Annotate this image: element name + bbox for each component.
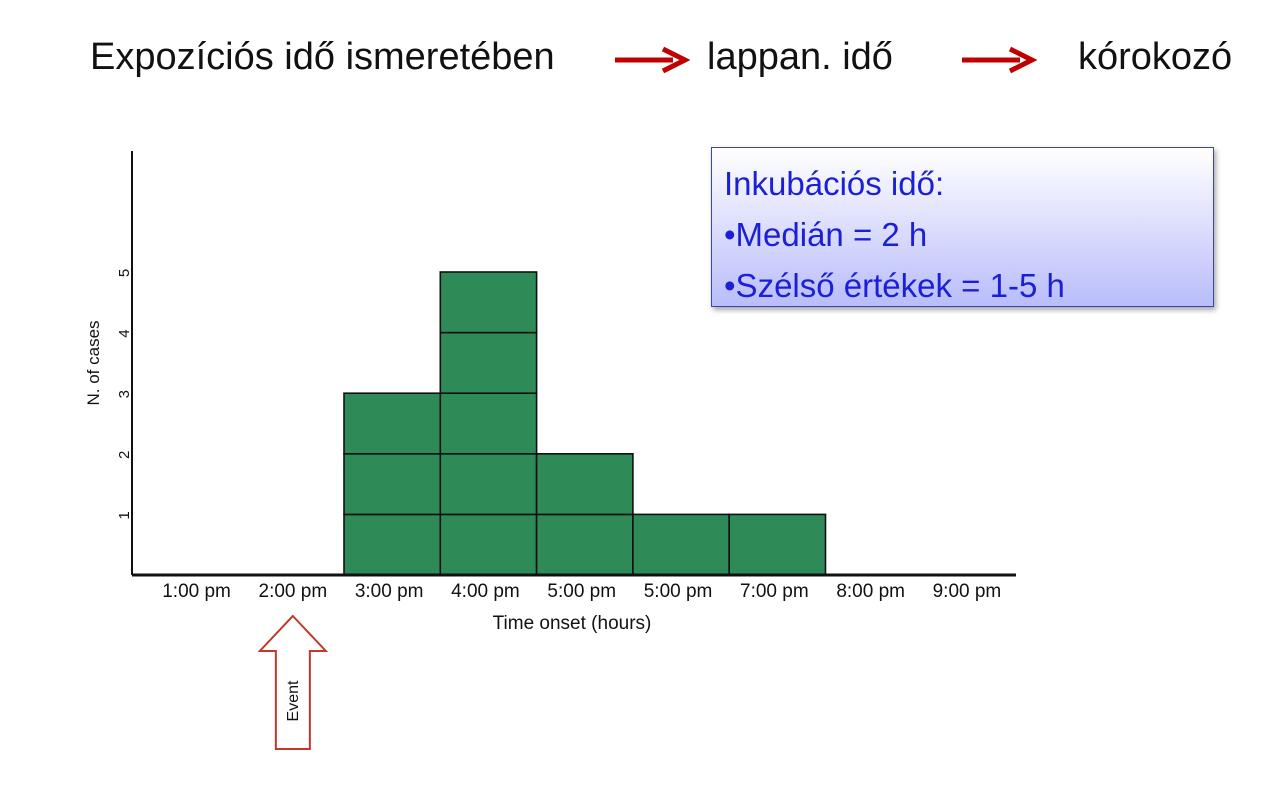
bar-cell-4-4 — [439, 331, 538, 395]
x-axis-label: Time onset (hours) — [493, 613, 652, 634]
x-tick-label: 5:00 pm — [644, 581, 713, 602]
x-tick-label: 2:00 pm — [259, 581, 328, 602]
bar-cell-5-1 — [535, 513, 634, 576]
x-tick-labels: 1:00 pm 2:00 pm 3:00 pm 4:00 pm 5:00 pm 5:00 … — [162, 581, 1001, 602]
incubation-info-box: Inkubációs idő: •Medián = 2 h •Szélső ér… — [711, 147, 1214, 307]
y-tick-label: 4 — [116, 329, 133, 337]
y-tick-label: 5 — [116, 269, 133, 277]
bar-cell-4-1 — [439, 513, 538, 576]
bars-group — [343, 271, 827, 576]
heading-latency-text: lappan. idő — [707, 36, 893, 78]
x-tick-label: 7:00 pm — [740, 581, 809, 602]
bar-cell-3-1 — [343, 513, 442, 576]
bar-cell-4-3 — [439, 392, 538, 455]
right-arrow-icon — [615, 46, 690, 74]
x-tick-label: 1:00 pm — [162, 581, 231, 602]
bar-cell-7-1 — [728, 513, 827, 576]
bar-cell-6-1 — [632, 513, 731, 576]
info-box-range: •Szélső értékek = 1-5 h — [724, 267, 1065, 304]
x-tick-label: 8:00 pm — [836, 581, 905, 602]
event-arrow-icon — [257, 614, 329, 750]
bar-cell-5-2 — [535, 452, 634, 516]
y-tick-label: 1 — [116, 511, 133, 519]
bar-cell-3-3 — [343, 392, 442, 455]
y-tick-label: 2 — [116, 451, 133, 459]
y-tick-label: 3 — [116, 390, 133, 398]
x-tick-label: 5:00 pm — [547, 581, 616, 602]
bar-cell-4-5 — [439, 271, 538, 334]
heading-pathogen-text: kórokozó — [1078, 36, 1233, 78]
x-tick-label: 4:00 pm — [451, 581, 520, 602]
x-tick-label: 3:00 pm — [355, 581, 424, 602]
bar-cell-4-2 — [439, 452, 538, 516]
y-tick-labels: 1 2 3 4 5 — [116, 269, 133, 520]
y-axis-label: N. of cases — [84, 320, 103, 405]
right-arrow-icon — [962, 46, 1037, 74]
info-box-title: Inkubációs idő: — [724, 165, 945, 202]
event-annotation: Event — [257, 614, 329, 750]
info-box-median: •Medián = 2 h — [724, 216, 928, 253]
event-label: Event — [285, 680, 302, 721]
bar-cell-3-2 — [343, 452, 442, 516]
heading-exposure-text: Expozíciós idő ismeretében — [90, 36, 555, 78]
x-tick-label: 9:00 pm — [933, 581, 1002, 602]
